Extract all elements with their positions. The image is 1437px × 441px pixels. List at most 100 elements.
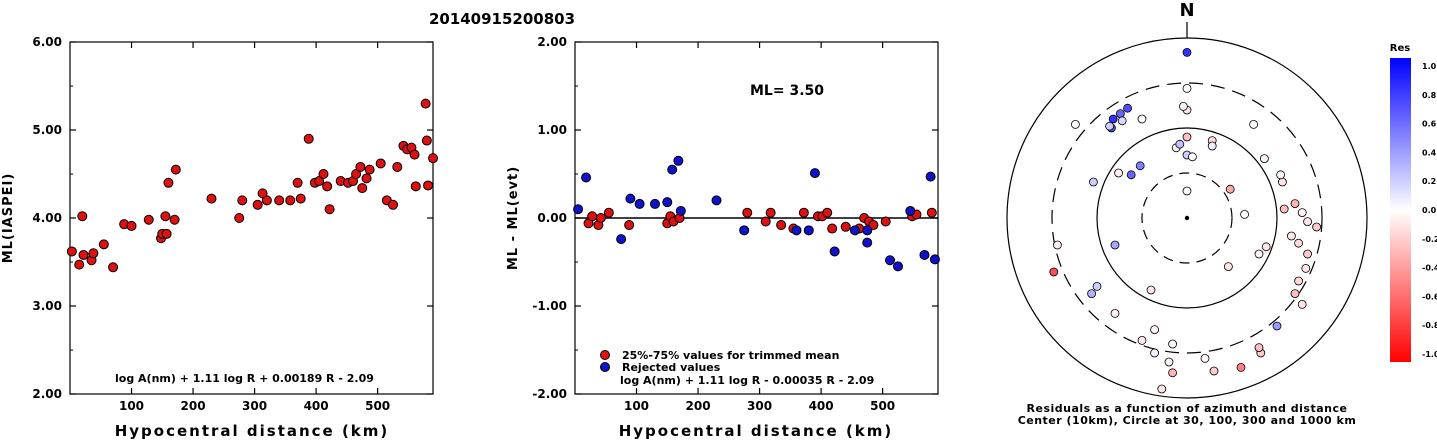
legend-used-label: 25%-75% values for trimmed mean <box>622 349 839 362</box>
polar-residual-point <box>1290 199 1300 209</box>
chart1-point <box>88 248 99 259</box>
chart2-xlabel: Hypocentral distance (km) <box>619 422 894 440</box>
polar-residual-point <box>1175 139 1185 149</box>
chart1-point <box>322 181 333 192</box>
chart2-xtick-label: 200 <box>686 399 711 413</box>
polar-residual-point <box>1071 120 1080 129</box>
chart1-point <box>234 213 245 223</box>
chart2-point <box>595 213 606 223</box>
polar-residual-point <box>1150 325 1159 335</box>
chart2-point <box>919 249 930 260</box>
polar-residual-point <box>1272 321 1282 331</box>
chart1-point <box>324 204 335 215</box>
polar-residual-point <box>1117 116 1127 126</box>
chart2-xtick-label: 400 <box>809 399 834 413</box>
chart1-frame <box>69 41 434 395</box>
chart2-point <box>885 255 896 266</box>
polar-residual-point <box>1294 276 1303 286</box>
colorbar-label: -0.2 <box>1422 235 1437 244</box>
polar-caption-line2: Center (10km), Circle at 30, 100, 300 an… <box>1018 414 1357 427</box>
colorbar-title: Res <box>1390 43 1410 54</box>
polar-residual-point <box>1209 366 1219 376</box>
chart1-point <box>206 193 217 204</box>
polar-residual-point <box>1114 168 1123 178</box>
chart1-point <box>361 173 372 184</box>
chart2-ytick-label: 0.00 <box>537 211 567 225</box>
polar-residual-point <box>1168 368 1177 378</box>
polar-residual-point <box>1236 362 1246 372</box>
chart2-point <box>798 207 809 218</box>
polar-residual-point <box>1126 170 1136 180</box>
chart1-point <box>355 161 366 172</box>
chart1-xtick-label: 200 <box>181 399 206 413</box>
polar-residual-point <box>1224 262 1233 272</box>
polar-residual-point <box>1303 217 1312 227</box>
chart2-point <box>573 204 584 215</box>
polar-residual-point <box>1179 102 1188 111</box>
chart1-annotation: log A(nm) + 1.11 log R + 0.00189 R - 2.0… <box>115 372 374 385</box>
chart1-point <box>410 181 421 192</box>
chart2-point <box>840 221 851 232</box>
polar-residual-point <box>1105 121 1114 131</box>
chart1-xlabel: Hypocentral distance (km) <box>115 422 390 440</box>
chart1-point <box>77 211 88 222</box>
residual-colorbar: Res 1.0 0.8 0.6 0.4 0.2 0.0 -0.2 -0.4 -0.6 -0.8 -1… <box>1390 43 1437 362</box>
chart1-ytick-label: 5.00 <box>32 123 62 137</box>
polar-residual-point <box>1254 249 1264 259</box>
chart2-ml-label: ML= 3.50 <box>750 83 824 99</box>
polar-residual-point <box>1207 141 1217 151</box>
chart2-point <box>905 205 916 216</box>
chart1-ytick-label: 6.00 <box>32 35 62 49</box>
polar-residual-point <box>1182 186 1192 196</box>
chart2-point <box>862 225 873 236</box>
chart2-point <box>673 155 684 166</box>
chart2-ytick-label: 1.00 <box>537 123 567 137</box>
polar-residual-point <box>1254 343 1264 353</box>
polar-residual-point <box>1182 84 1192 93</box>
chart2-point <box>765 207 776 218</box>
chart1-point <box>375 158 386 169</box>
polar-residual-point <box>1146 285 1156 295</box>
polar-residual-point <box>1225 184 1235 194</box>
chart2-ytick-label: 2.00 <box>537 35 567 49</box>
colorbar-label: -0.6 <box>1422 292 1437 301</box>
polar-residual-point <box>1290 289 1300 299</box>
ring-300km <box>1051 82 1323 354</box>
polar-caption-line1: Residuals as a function of azimuth and d… <box>1027 402 1348 415</box>
polar-residual-point <box>1135 161 1145 171</box>
polar-residual-point <box>1249 120 1258 129</box>
polar-residual-point <box>1089 177 1098 187</box>
chart2-point <box>649 198 660 209</box>
chart1-point <box>252 199 263 210</box>
chart1-point <box>169 214 180 225</box>
ring-100km <box>1096 127 1278 309</box>
chart1-point <box>420 98 431 109</box>
polar-residual-point <box>1200 353 1210 363</box>
polar-residual-point <box>1137 335 1147 345</box>
chart2-point <box>822 207 833 218</box>
chart1-point <box>74 259 85 270</box>
chart2-point <box>849 225 860 236</box>
polar-residual-point <box>1123 103 1132 113</box>
polar-residual-point <box>1092 281 1102 291</box>
colorbar-label: 0.4 <box>1422 148 1437 157</box>
chart2-point <box>675 205 686 216</box>
chart2-point <box>893 261 904 272</box>
chart2-point <box>776 220 787 231</box>
chart1-point <box>364 164 375 175</box>
chart2-point <box>742 207 753 218</box>
chart2-point <box>662 197 673 208</box>
chart1-point <box>261 195 272 206</box>
polar-residual-point <box>1276 170 1285 180</box>
polar-residual-point <box>1278 177 1287 187</box>
polar-residual-point <box>1110 308 1120 318</box>
chart1-point <box>292 177 303 188</box>
legend-used-marker <box>600 350 610 360</box>
chart2-point <box>711 195 722 206</box>
colorbar-label: 0.6 <box>1422 120 1437 129</box>
chart1-ylabel: ML(IASPEI) <box>1 173 16 264</box>
legend-rejected-marker <box>600 362 610 372</box>
ring-1000km <box>1006 37 1368 399</box>
chart2-point <box>862 237 873 248</box>
